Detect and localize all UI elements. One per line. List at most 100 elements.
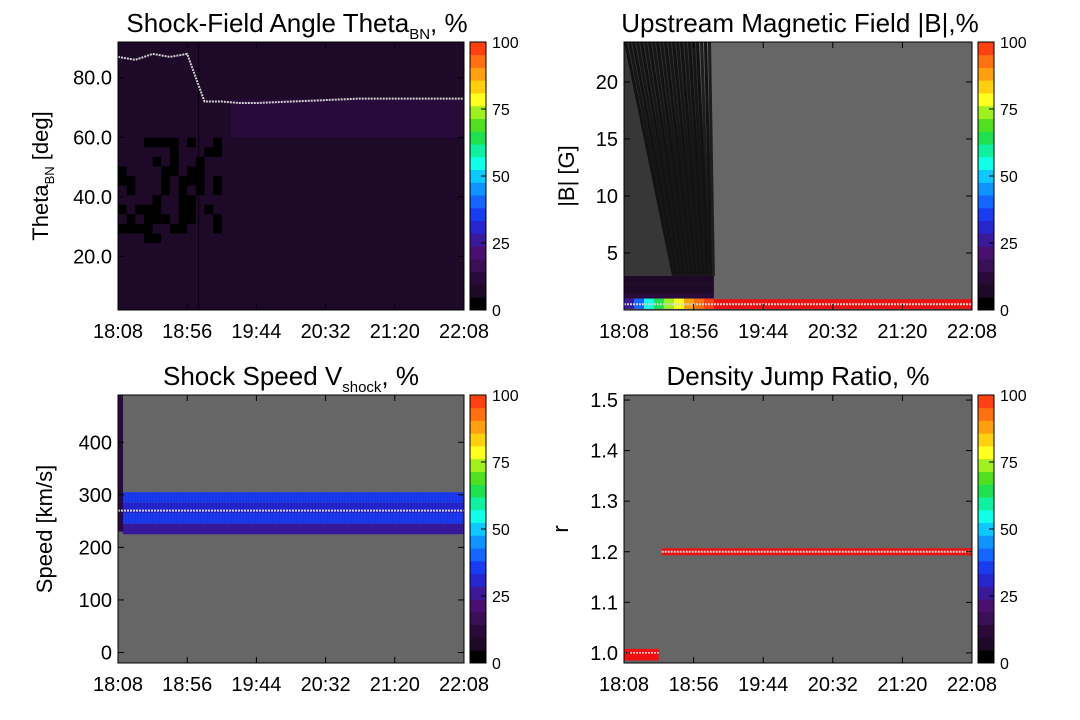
colorbar-segment	[470, 284, 486, 298]
heatmap-cell	[360, 128, 370, 139]
heatmap-cell	[221, 51, 232, 62]
x-tick-label: 21:20	[370, 674, 420, 696]
colorbar-tick-label: 100	[1000, 35, 1027, 52]
heatmap-cell	[299, 252, 309, 263]
heatmap-cell	[221, 89, 232, 101]
heatmap-cell	[429, 243, 439, 254]
heatmap-cell	[230, 252, 240, 263]
heatmap-cell	[256, 99, 266, 110]
heatmap-cell	[247, 281, 257, 292]
heatmap-cell	[126, 195, 136, 206]
heatmap-cell	[204, 243, 214, 254]
heatmap-cell	[446, 80, 456, 91]
colorbar-segment	[470, 433, 486, 447]
colorbar-segment	[470, 156, 486, 171]
heatmap-cell	[178, 300, 188, 310]
heatmap-cell	[368, 185, 379, 196]
heatmap-cell	[299, 204, 309, 215]
x-axis-ticks: 18:08 18:56 19:44 20:32 21:20 22:08	[93, 395, 489, 696]
heatmap-cell	[299, 166, 309, 177]
heatmap-cell	[334, 271, 344, 282]
heatmap-cell	[394, 128, 405, 139]
heatmap-cell	[213, 185, 223, 196]
heatmap-cell	[368, 99, 379, 110]
colorbar-segment	[978, 118, 994, 132]
heatmap-cell	[624, 294, 714, 299]
heatmap-cell	[282, 204, 292, 215]
heatmap-cell	[221, 252, 232, 263]
heatmap-cell	[412, 166, 422, 177]
heatmap-cell	[368, 70, 379, 81]
heatmap-cell	[446, 99, 456, 110]
heatmap-cell	[126, 42, 136, 53]
heatmap-cell	[403, 137, 413, 148]
heatmap-cell	[161, 176, 171, 187]
heatmap-cell	[204, 223, 214, 235]
heatmap-cell	[308, 99, 318, 110]
heatmap-cell	[429, 281, 439, 292]
heatmap-cell	[247, 61, 257, 72]
heatmap-cell	[123, 523, 464, 535]
colorbar-segment	[978, 54, 994, 68]
heatmap-cell	[455, 109, 464, 120]
heatmap-cell	[446, 262, 456, 273]
colorbar-tick-label: 0	[492, 656, 501, 673]
heatmap-cell	[221, 290, 232, 302]
heatmap-cell	[316, 137, 327, 148]
heatmap-cell	[316, 61, 327, 72]
heatmap-cell	[282, 185, 292, 196]
x-tick-label: 20:32	[301, 321, 351, 343]
heatmap-cell	[126, 233, 136, 244]
heatmap-cell	[265, 137, 275, 148]
heatmap-cell	[161, 185, 171, 196]
heatmap-cell	[221, 61, 232, 72]
heatmap-cell	[368, 137, 379, 148]
heatmap-cell	[282, 80, 292, 91]
heatmap-cell	[187, 252, 197, 263]
heatmap-cell	[291, 176, 301, 187]
heatmap-cell	[161, 214, 171, 225]
heatmap-cell	[334, 233, 344, 244]
heatmap-cell	[429, 61, 439, 72]
heatmap-cell	[265, 214, 275, 225]
colorbar-segment	[978, 484, 994, 498]
heatmap-cell	[360, 80, 370, 91]
heatmap-cell	[446, 166, 456, 177]
heatmap-cell	[178, 166, 188, 177]
heatmap-cell	[325, 99, 335, 110]
heatmap-cell	[342, 70, 353, 81]
heatmap-cell	[273, 99, 283, 110]
heatmap-cell	[386, 156, 396, 168]
heatmap-cell	[334, 42, 344, 53]
heatmap-cell	[265, 51, 275, 62]
heatmap-cell	[169, 118, 180, 129]
heatmap-cell	[308, 290, 318, 302]
heatmap-cell	[316, 214, 327, 225]
colorbar-segment	[978, 246, 994, 260]
heatmap-cell	[368, 89, 379, 101]
heatmap-cell	[273, 61, 283, 72]
heatmap-cell	[429, 271, 439, 282]
heatmap-cell	[308, 147, 318, 158]
heatmap-cell	[169, 137, 180, 148]
heatmap-cell	[187, 233, 197, 244]
heatmap-cell	[213, 204, 223, 215]
heatmap-cell	[429, 185, 439, 196]
heatmap-cell	[412, 185, 422, 196]
heatmap-cell	[412, 252, 422, 263]
heatmap-cell	[316, 233, 327, 244]
heatmap-cell	[403, 271, 413, 282]
heatmap-cell	[187, 147, 197, 158]
heatmap-cell	[195, 89, 206, 101]
heatmap-cell	[386, 118, 396, 129]
heatmap-cell	[351, 99, 361, 110]
heatmap-cell	[412, 61, 422, 72]
heatmap-cell	[708, 42, 715, 276]
heatmap-cell	[386, 223, 396, 235]
x-tick-label: 18:56	[669, 321, 719, 343]
heatmap-cell	[230, 128, 240, 139]
heatmap-cell	[455, 166, 464, 177]
heatmap-cell	[152, 42, 162, 53]
heatmap-cell	[143, 80, 154, 91]
colorbar-segment	[978, 284, 994, 298]
